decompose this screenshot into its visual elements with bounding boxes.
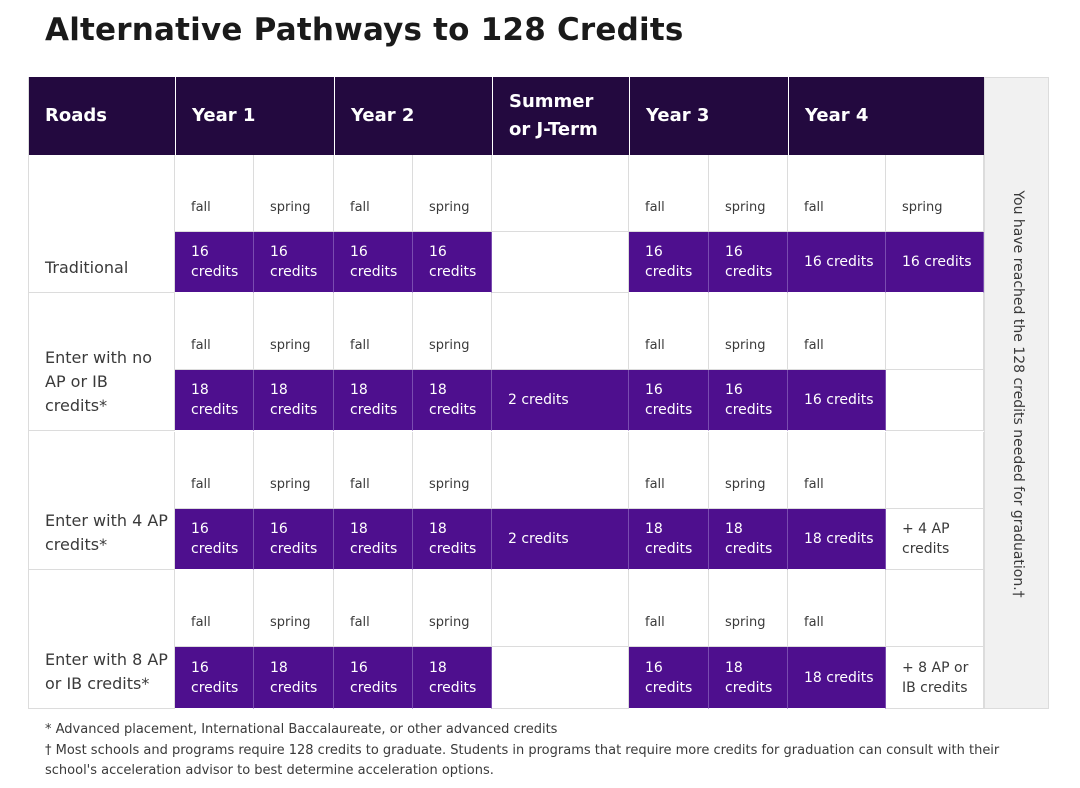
credit-cell: 16 credits [709,232,788,293]
credit-cell: 16 credits [413,232,492,293]
semester-label: fall [334,570,413,647]
footnote-graduation: † Most schools and programs require 128 … [45,743,1000,758]
road-label: Traditional [28,155,175,293]
semester-label: fall [175,432,254,509]
credit-cell: 16 credits [254,232,334,293]
empty-cell [492,155,629,232]
credit-cell: 16 credits [788,370,886,431]
header-roads: Roads [45,105,107,126]
road-label: Enter with no AP or IB credits* [28,293,175,431]
semester-label: spring [709,432,788,509]
credit-cell: 18 credits [334,370,413,431]
semester-label: spring [709,293,788,370]
empty-cell [886,570,984,647]
table-header: Roads Year 1 Year 2 Summer or J-Term Yea… [28,77,984,155]
credit-cell: 2 credits [492,370,629,431]
road-label: Enter with 8 AP or IB credits* [28,570,175,709]
semester-label: fall [334,155,413,232]
semester-label: fall [788,432,886,509]
header-year-1: Year 1 [192,105,256,126]
footnote-advanced-credits: * Advanced placement, International Bacc… [45,722,558,737]
ap-credit-note: + 8 AP or IB credits [886,647,984,709]
credit-cell: 18 credits [334,509,413,570]
semester-label: fall [629,432,709,509]
semester-label: fall [175,293,254,370]
header-summer: Summer or J-Term [509,91,598,140]
semester-label: spring [709,155,788,232]
semester-label: fall [175,570,254,647]
credit-cell: 16 credits [788,232,886,293]
semester-label: fall [788,155,886,232]
empty-cell [492,432,629,509]
credit-cell: 16 credits [886,232,984,293]
page-title: Alternative Pathways to 128 Credits [45,12,684,48]
empty-cell [492,293,629,370]
credit-cell: 18 credits [175,370,254,431]
credit-cell: 18 credits [788,509,886,570]
empty-cell [492,647,629,709]
credit-cell: 16 credits [629,232,709,293]
credit-cell: 18 credits [788,647,886,709]
semester-label: spring [254,570,334,647]
empty-cell [886,432,984,509]
semester-label: spring [413,570,492,647]
credit-cell: 16 credits [629,370,709,431]
credit-cell: 16 credits [629,647,709,709]
ap-credit-note: + 4 AP credits [886,509,984,570]
semester-label: spring [254,155,334,232]
semester-label: fall [334,432,413,509]
footnote-graduation-cont: school's acceleration advisor to best de… [45,763,494,778]
semester-label: spring [413,155,492,232]
graduation-note: You have reached the 128 credits needed … [1010,190,1026,598]
semester-label: fall [334,293,413,370]
credit-cell: 18 credits [254,370,334,431]
credit-cell: 18 credits [254,647,334,709]
credit-cell: 16 credits [175,509,254,570]
semester-label: spring [254,432,334,509]
credit-cell: 18 credits [413,370,492,431]
semester-label: fall [788,293,886,370]
credit-cell: 18 credits [413,509,492,570]
credit-cell: 16 credits [175,232,254,293]
credit-cell: 18 credits [709,647,788,709]
header-year-4: Year 4 [805,105,869,126]
empty-cell [886,370,984,431]
semester-label: fall [629,293,709,370]
empty-cell [492,232,629,293]
semester-label: spring [709,570,788,647]
credit-cell: 18 credits [413,647,492,709]
semester-label: spring [413,293,492,370]
credit-cell: 16 credits [254,509,334,570]
graduation-note-panel: You have reached the 128 credits needed … [984,77,1049,709]
road-label: Enter with 4 AP credits* [28,432,175,570]
semester-label: fall [175,155,254,232]
credits-table: Roads Year 1 Year 2 Summer or J-Term Yea… [28,77,1049,709]
empty-cell [886,293,984,370]
credit-cell: 2 credits [492,509,629,570]
semester-label: spring [886,155,984,232]
credit-cell: 16 credits [334,232,413,293]
semester-label: fall [629,570,709,647]
semester-label: fall [629,155,709,232]
header-year-3: Year 3 [646,105,710,126]
semester-label: fall [788,570,886,647]
credit-cell: 16 credits [709,370,788,431]
credit-cell: 16 credits [334,647,413,709]
credit-cell: 16 credits [175,647,254,709]
empty-cell [492,570,629,647]
header-year-2: Year 2 [351,105,415,126]
semester-label: spring [254,293,334,370]
semester-label: spring [413,432,492,509]
credit-cell: 18 credits [629,509,709,570]
credit-cell: 18 credits [709,509,788,570]
